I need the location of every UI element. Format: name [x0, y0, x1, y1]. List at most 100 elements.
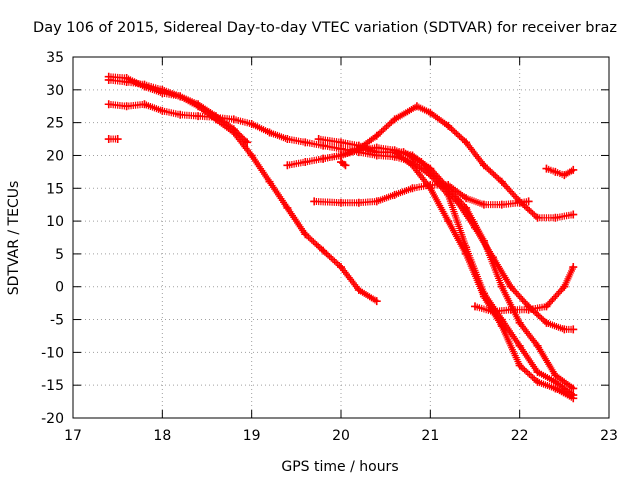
data-point — [354, 144, 363, 153]
x-axis-title: GPS time / hours — [281, 459, 398, 475]
data-point — [247, 151, 256, 160]
data-point — [265, 177, 274, 186]
data-point — [337, 138, 345, 147]
x-tick-label: 18 — [153, 428, 171, 444]
y-tick-label: 35 — [46, 50, 64, 66]
data-point — [104, 72, 113, 81]
data-point — [372, 197, 381, 206]
data-point — [542, 302, 551, 311]
data-point — [506, 305, 515, 314]
data-point — [176, 110, 185, 119]
data-point — [283, 135, 292, 144]
data-point — [426, 108, 435, 117]
data-point — [399, 148, 408, 157]
y-tick-label: 15 — [46, 181, 64, 197]
y-tick-label: 20 — [46, 148, 64, 164]
grid-lines — [73, 57, 609, 418]
data-point — [247, 119, 256, 128]
data-point — [104, 135, 113, 144]
data-point — [319, 246, 328, 255]
data-point — [569, 394, 578, 403]
series-sat-k — [542, 164, 578, 180]
data-point — [354, 198, 363, 207]
data-point — [412, 102, 421, 111]
marker-trace — [315, 135, 577, 402]
x-tick-label: 21 — [421, 428, 439, 444]
data-point — [140, 82, 149, 91]
data-point — [515, 197, 524, 206]
data-point — [265, 128, 274, 137]
data-point — [471, 223, 479, 232]
data-point — [569, 325, 578, 334]
series-sat-d — [104, 135, 122, 144]
axis-ticks — [72, 56, 610, 419]
data-point — [194, 112, 203, 121]
data-point — [479, 292, 488, 301]
data-point — [176, 92, 185, 101]
data-point — [506, 282, 515, 291]
data-point — [515, 361, 524, 370]
data-point — [444, 121, 453, 130]
data-point — [569, 384, 578, 393]
tick-labels: 17 18 19 20 21 22 23 -20 -15 -10 -5 0 5 10 15 20 25 30 35 — [41, 50, 618, 444]
series-sat-j — [471, 263, 578, 316]
data-point — [444, 217, 453, 226]
data-point — [560, 325, 569, 334]
data-point — [408, 184, 417, 193]
data-point — [551, 167, 560, 176]
data-point — [462, 138, 471, 147]
data-point — [354, 286, 363, 295]
series-sat-e — [283, 143, 578, 393]
data-point — [497, 177, 506, 186]
data-point — [497, 322, 506, 331]
y-tick-label: 25 — [46, 116, 64, 132]
data-point — [462, 194, 471, 203]
y-axis-title: SDTVAR / TECUs — [6, 181, 22, 296]
marker-trace — [542, 165, 577, 179]
data-point — [551, 384, 560, 393]
data-point — [301, 138, 310, 147]
data-point — [471, 302, 479, 311]
data-point — [453, 197, 462, 206]
x-tick-label: 19 — [243, 428, 261, 444]
data-point — [372, 297, 381, 306]
data-point — [479, 161, 488, 170]
data-point — [122, 102, 131, 111]
data-point — [243, 138, 252, 147]
x-tick-label: 17 — [64, 428, 82, 444]
data-point — [122, 74, 131, 83]
y-tick-label: 30 — [46, 83, 64, 99]
data-point — [229, 128, 238, 137]
data-point — [533, 213, 542, 222]
marker-trace — [337, 158, 349, 169]
data-point — [337, 198, 345, 207]
y-tick-label: -5 — [50, 313, 64, 329]
data-point — [158, 106, 167, 115]
data-point — [542, 318, 551, 327]
data-point — [314, 135, 323, 144]
data-point — [426, 180, 435, 189]
data-point — [104, 100, 113, 109]
data-point — [337, 158, 345, 167]
data-point — [551, 213, 560, 222]
y-tick-label: -10 — [41, 345, 64, 361]
x-tick-label: 23 — [600, 428, 618, 444]
data-point — [283, 161, 292, 170]
data-point — [435, 177, 444, 186]
data-point — [524, 197, 533, 206]
series-sat-h — [319, 102, 578, 222]
series-sat-g — [310, 180, 533, 209]
data-point — [524, 305, 533, 314]
data-point — [158, 89, 167, 98]
data-point — [551, 371, 560, 380]
data-point — [390, 190, 399, 199]
data-point — [569, 165, 578, 174]
y-tick-label: 0 — [55, 280, 64, 296]
data-point — [341, 161, 350, 170]
data-point — [408, 161, 417, 170]
data-point — [301, 158, 310, 167]
data-point — [533, 341, 542, 350]
data-point — [283, 203, 292, 212]
data-point — [488, 253, 497, 262]
data-point — [462, 249, 471, 258]
